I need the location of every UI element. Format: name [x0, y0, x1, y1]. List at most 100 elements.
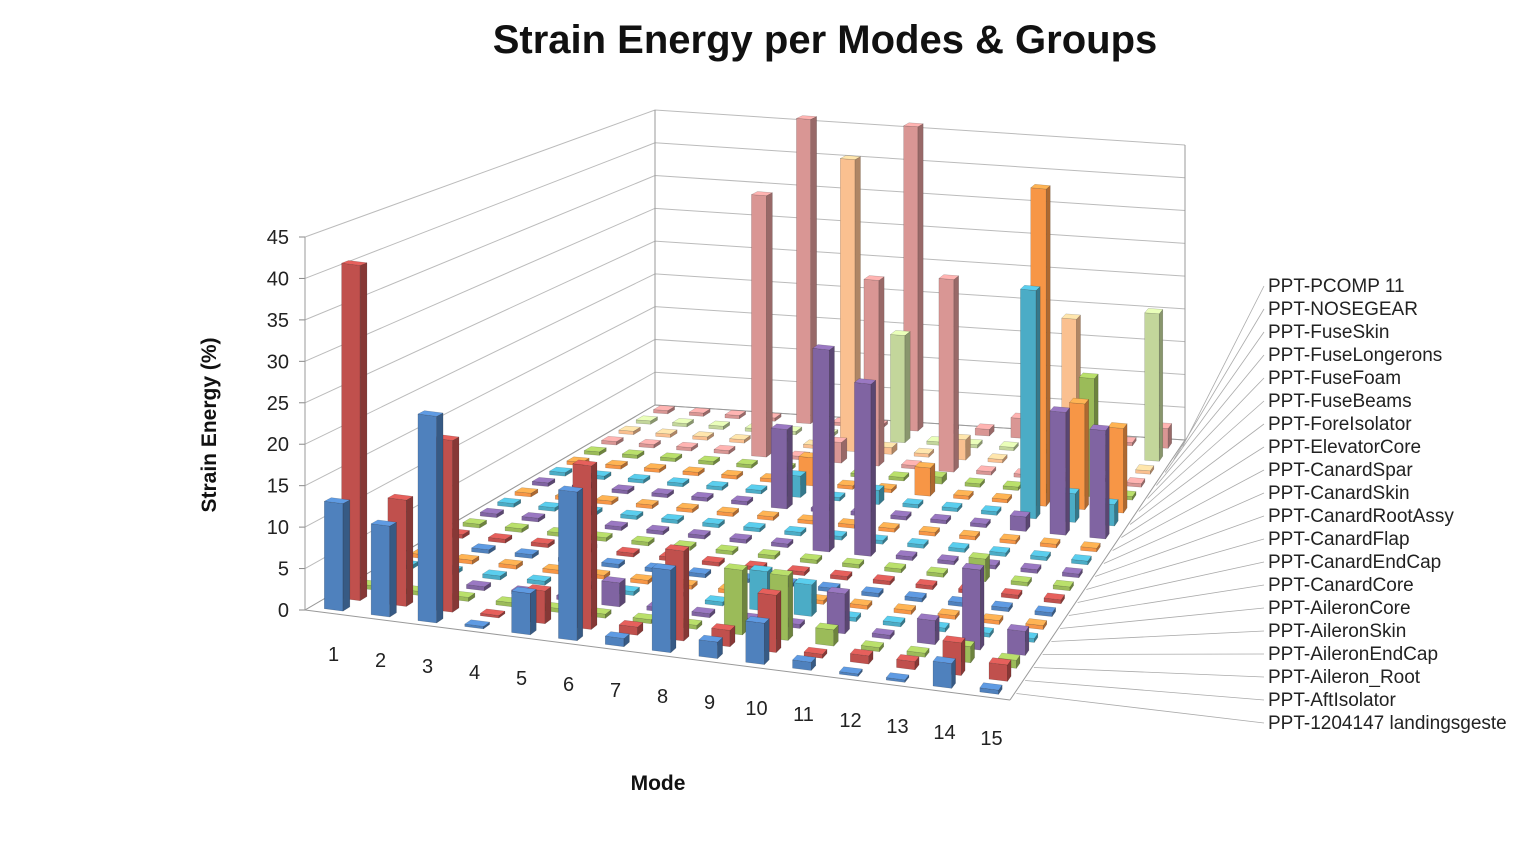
bar	[906, 537, 929, 550]
bar-side	[683, 546, 690, 642]
bar-top	[964, 477, 986, 485]
bar-top	[654, 428, 678, 435]
bar	[913, 447, 935, 458]
y-tick-label: 15	[267, 476, 289, 498]
bar	[675, 502, 700, 514]
bar-top	[916, 613, 940, 621]
bar-side	[764, 618, 770, 666]
bar	[770, 537, 794, 549]
bar	[882, 615, 906, 628]
bar-front	[370, 523, 391, 618]
bar	[890, 510, 912, 521]
bar	[991, 492, 1013, 504]
bar	[1089, 424, 1110, 540]
bar	[998, 441, 1019, 452]
y-tick-label: 20	[267, 434, 289, 456]
bar-top	[1006, 624, 1030, 632]
bar	[604, 459, 629, 470]
bar-top	[688, 407, 711, 414]
bar-top	[860, 586, 884, 594]
bar-top	[1125, 477, 1146, 485]
series-label: PPT-PCOMP 11	[1268, 276, 1405, 297]
bar	[938, 274, 960, 473]
bar-top	[479, 608, 506, 616]
bar-top	[795, 115, 818, 120]
bar-top	[1061, 566, 1083, 575]
bar	[756, 510, 780, 522]
series-leader-line	[1068, 584, 1265, 616]
bar	[829, 569, 853, 582]
bar	[1010, 575, 1033, 588]
bar-top	[968, 552, 991, 560]
bar-front	[812, 348, 830, 553]
bar-top	[938, 274, 960, 280]
bar-top	[937, 554, 959, 562]
bar	[757, 548, 781, 560]
bar	[1034, 605, 1057, 618]
bar	[918, 525, 941, 537]
bar-top	[904, 591, 927, 599]
bar	[980, 505, 1002, 517]
bar-top	[1029, 550, 1052, 558]
bar	[860, 586, 884, 598]
bar-top	[786, 565, 811, 573]
bar-top	[896, 654, 920, 662]
bar-top	[664, 544, 690, 552]
series-label: PPT-ForeIsolator	[1268, 414, 1412, 435]
bar	[370, 519, 398, 618]
bar-top	[888, 471, 910, 478]
bar-top	[671, 418, 695, 424]
bar	[417, 410, 444, 624]
bar	[698, 634, 724, 660]
bar-side	[980, 564, 985, 651]
bar-side	[786, 424, 793, 510]
bar-side	[619, 577, 626, 608]
bar-top	[756, 510, 780, 518]
bar-top	[849, 598, 873, 606]
bar	[815, 622, 839, 647]
bar	[635, 498, 660, 510]
bar	[937, 608, 960, 621]
series-label: PPT-1204147 landingsgeste	[1268, 713, 1507, 734]
bar	[906, 645, 930, 658]
bar-top	[479, 507, 505, 515]
bar	[975, 465, 997, 476]
bar	[697, 455, 721, 466]
bar-top	[496, 497, 522, 504]
bar	[604, 631, 631, 648]
bar-front	[770, 427, 788, 510]
bar-top	[1061, 313, 1082, 320]
bar	[651, 563, 677, 654]
bar-top	[981, 613, 1004, 621]
bar	[618, 425, 642, 436]
bar-top	[454, 553, 480, 561]
bar	[742, 521, 766, 533]
bar	[557, 485, 584, 642]
x-tick-label: 9	[704, 692, 715, 714]
bar-top	[893, 603, 917, 611]
bar	[690, 491, 714, 503]
bar	[1068, 397, 1090, 511]
bar-top	[742, 521, 766, 529]
bar	[735, 458, 759, 469]
bar-top	[932, 655, 957, 664]
bar-top	[701, 517, 726, 525]
bar	[600, 557, 626, 569]
bar-top	[988, 546, 1011, 554]
bar-top	[937, 608, 960, 616]
bar-top	[863, 275, 885, 281]
bar-top	[748, 564, 773, 572]
bar-top	[638, 438, 662, 445]
bar	[708, 420, 731, 431]
bar	[1107, 422, 1128, 514]
bar-top	[708, 420, 731, 427]
bar-top	[464, 619, 491, 627]
bar-top	[1070, 554, 1092, 562]
bar	[464, 619, 491, 630]
bar	[675, 441, 699, 452]
bar-side	[544, 586, 552, 625]
bar-top	[889, 330, 911, 336]
bar	[629, 573, 655, 585]
bar-front	[698, 639, 718, 659]
x-tick-label: 1	[328, 644, 339, 666]
